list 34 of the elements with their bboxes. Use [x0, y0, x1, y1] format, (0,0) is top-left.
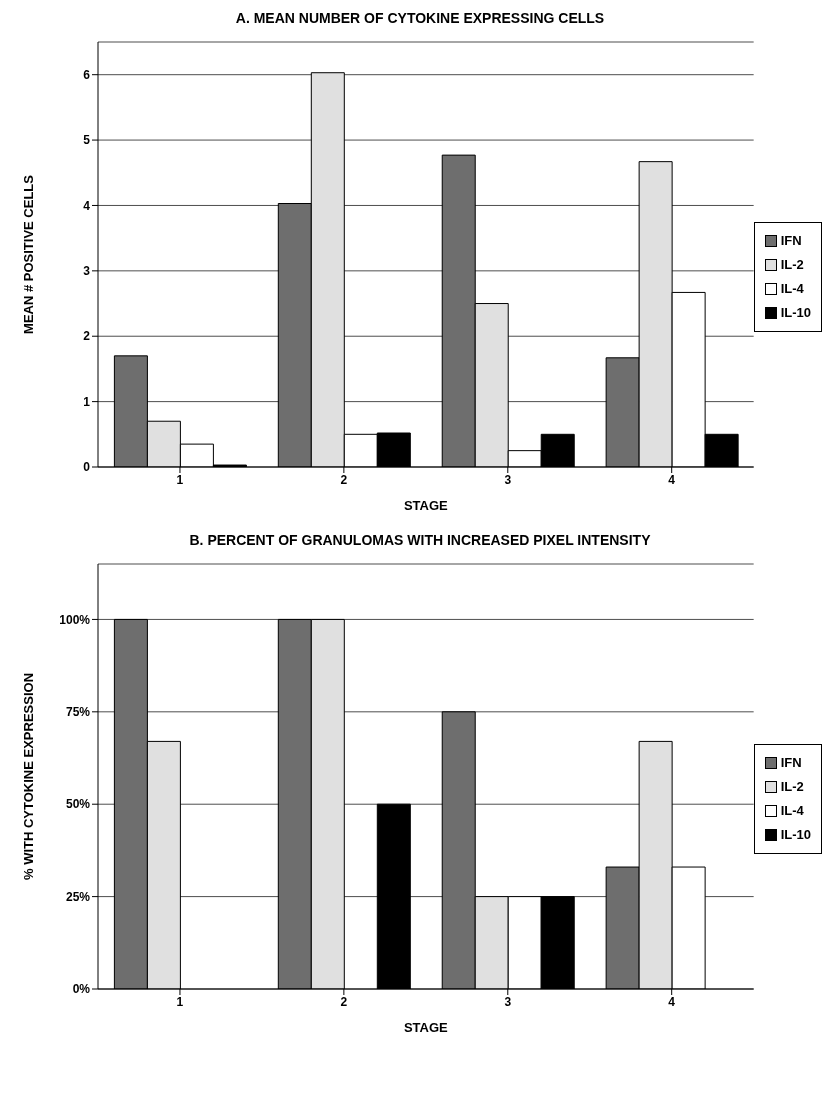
x-axis-title: STAGE	[403, 498, 449, 513]
y-tick-label: 25%	[65, 889, 91, 904]
x-tick-label: 3	[504, 994, 512, 1009]
legend-label: IL-4	[780, 280, 804, 298]
chart-title: B. PERCENT OF GRANULOMAS WITH INCREASED PIXEL INTENSITY	[188, 532, 652, 548]
y-tick-label: 4	[83, 198, 91, 213]
legend-label: IFN	[780, 232, 802, 250]
y-tick-label: 3	[83, 264, 91, 279]
y-tick-label: 6	[83, 67, 91, 82]
x-tick-label: 1	[176, 994, 184, 1009]
y-tick-label: 5	[83, 133, 91, 148]
x-tick-label: 3	[504, 472, 512, 487]
legend-label: IL-2	[780, 778, 804, 796]
legend-label: IL-10	[780, 304, 811, 322]
chart-title: A. MEAN NUMBER OF CYTOKINE EXPRESSING CELLS	[234, 10, 606, 26]
y-tick-label: 0	[83, 460, 91, 475]
legend-label: IL-2	[780, 256, 804, 274]
y-axis-title: % WITH CYTOKINE EXPRESSION	[20, 672, 36, 881]
y-axis-title: MEAN # POSITIVE CELLS	[20, 174, 36, 334]
x-tick-label: 2	[340, 994, 348, 1009]
legend-label: IFN	[780, 754, 802, 772]
y-tick-label: 0%	[72, 982, 91, 997]
legend-label: IL-10	[780, 826, 811, 844]
x-tick-label: 1	[176, 472, 184, 487]
x-tick-label: 2	[340, 472, 348, 487]
y-tick-label: 1	[83, 394, 91, 409]
y-tick-label: 50%	[65, 797, 91, 812]
x-tick-label: 4	[668, 472, 676, 487]
legend-label: IL-4	[780, 802, 804, 820]
y-tick-label: 2	[83, 329, 91, 344]
x-axis-title: STAGE	[403, 1020, 449, 1035]
x-tick-label: 4	[668, 994, 676, 1009]
y-tick-label: 100%	[59, 612, 91, 627]
y-tick-label: 75%	[65, 705, 91, 720]
